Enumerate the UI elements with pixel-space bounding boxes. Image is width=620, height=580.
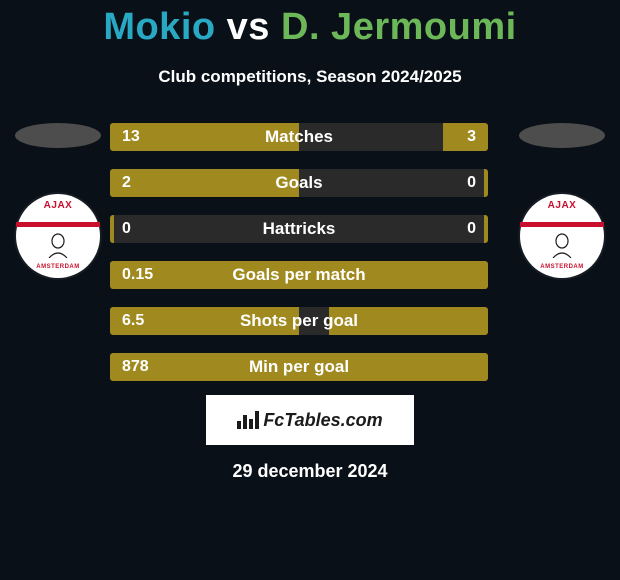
player-left-name: Mokio bbox=[103, 6, 215, 48]
left-club-name: AJAX bbox=[44, 200, 73, 211]
bar-fill-right bbox=[484, 169, 488, 197]
stat-label: Min per goal bbox=[249, 357, 349, 377]
stat-right-value: 0 bbox=[467, 174, 476, 192]
right-club-crest-icon bbox=[549, 232, 575, 258]
left-club-stripe bbox=[16, 222, 100, 227]
left-player-ellipse bbox=[15, 123, 101, 148]
stat-label: Hattricks bbox=[263, 219, 336, 239]
left-club-crest-icon bbox=[45, 232, 71, 258]
left-player-column: AJAX AMSTERDAM bbox=[8, 123, 108, 278]
right-player-ellipse bbox=[519, 123, 605, 148]
bar-fill-right bbox=[484, 215, 488, 243]
stat-left-value: 0 bbox=[122, 220, 131, 238]
bar-fill-right bbox=[443, 123, 488, 151]
date-line: 29 december 2024 bbox=[0, 461, 620, 482]
stat-row: 13 3 Matches bbox=[110, 123, 488, 151]
stat-row: 0 0 Hattricks bbox=[110, 215, 488, 243]
right-club-stripe bbox=[520, 222, 604, 227]
stat-label: Shots per goal bbox=[240, 311, 358, 331]
right-club-badge: AJAX AMSTERDAM bbox=[520, 194, 604, 278]
stat-label: Goals per match bbox=[232, 265, 365, 285]
stat-label: Matches bbox=[265, 127, 333, 147]
bar-bg-right bbox=[299, 169, 488, 197]
stat-row: 0.15 Goals per match bbox=[110, 261, 488, 289]
right-club-name: AJAX bbox=[548, 200, 577, 211]
left-club-city: AMSTERDAM bbox=[36, 264, 80, 270]
stat-row: 6.5 Shots per goal bbox=[110, 307, 488, 335]
right-player-column: AJAX AMSTERDAM bbox=[512, 123, 612, 278]
stat-left-value: 6.5 bbox=[122, 312, 144, 330]
vs-label: vs bbox=[227, 6, 270, 48]
stat-left-value: 0.15 bbox=[122, 266, 153, 284]
chart-icon bbox=[237, 411, 259, 429]
stat-row: 878 Min per goal bbox=[110, 353, 488, 381]
stat-left-value: 2 bbox=[122, 174, 131, 192]
bar-fill-left bbox=[110, 215, 114, 243]
watermark-text: FcTables.com bbox=[263, 410, 382, 431]
player-right-name: D. Jermoumi bbox=[281, 6, 517, 48]
page-title: Mokio vs D. Jermoumi bbox=[0, 0, 620, 49]
stat-right-value: 3 bbox=[467, 128, 476, 146]
stat-row: 2 0 Goals bbox=[110, 169, 488, 197]
watermark: FcTables.com bbox=[206, 395, 414, 445]
stat-label: Goals bbox=[275, 173, 322, 193]
subtitle: Club competitions, Season 2024/2025 bbox=[0, 67, 620, 87]
stat-left-value: 878 bbox=[122, 358, 149, 376]
stat-left-value: 13 bbox=[122, 128, 140, 146]
stat-right-value: 0 bbox=[467, 220, 476, 238]
left-club-badge: AJAX AMSTERDAM bbox=[16, 194, 100, 278]
bar-fill-left bbox=[110, 169, 299, 197]
stat-bars: 13 3 Matches 2 0 Goals 0 0 Hattricks 0.15 Goals pe… bbox=[110, 123, 488, 381]
right-club-city: AMSTERDAM bbox=[540, 264, 584, 270]
comparison-area: AJAX AMSTERDAM AJAX AMSTERDAM 13 3 Matches… bbox=[0, 123, 620, 381]
